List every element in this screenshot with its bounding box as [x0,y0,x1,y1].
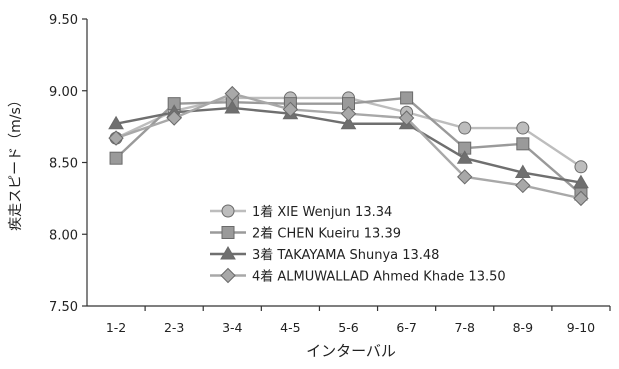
data-point [400,91,414,105]
legend-label: 4着 ALMUWALLAD Ahmed Khade 13.50 [252,269,506,285]
x-tick-label: 7-8 [455,320,475,335]
x-tick-label: 1-2 [106,320,126,335]
data-point [108,130,124,146]
data-point [574,160,588,174]
y-tick-labels: 7.50 8.00 8.50 9.00 9.50 [49,13,87,315]
x-tick-labels: 1-2 2-3 3-4 4-5 5-6 6-7 7-8 8-9 9-10 [106,306,611,335]
series-group [108,85,589,207]
data-point [458,121,472,135]
legend-marker [221,204,235,218]
legend-entry: 4着 ALMUWALLAD Ahmed Khade 13.50 [210,267,506,285]
data-point [516,137,530,151]
y-axis-label: 疾走スピード（m/s） [8,93,24,231]
legend: 1着 XIE Wenjun 13.34 2着 CHEN Kueiru 13.39 3… [210,204,506,285]
data-point [109,151,123,165]
y-tick-label: 8.50 [49,157,78,172]
x-tick-label: 5-6 [338,320,358,335]
data-point [573,174,589,189]
data-point [457,169,473,185]
data-point [224,99,241,114]
legend-entry: 3着 TAKAYAMA Shunya 13.48 [210,246,439,263]
x-tick-label: 3-4 [222,320,242,335]
data-point [514,164,531,179]
series-4 [108,85,589,207]
data-point [515,177,531,194]
data-point [224,85,240,102]
y-tick-label: 9.00 [49,85,78,100]
x-tick-label: 8-9 [513,320,533,335]
x-axis-label: インターバル [306,342,396,360]
data-point [282,101,299,118]
data-point [573,190,589,207]
x-tick-label: 6-7 [396,320,416,335]
y-tick-label: 7.50 [49,300,78,315]
data-point [398,110,415,126]
data-point [166,110,182,126]
y-tick-label: 8.00 [49,228,78,243]
legend-entry: 1着 XIE Wenjun 13.34 [210,204,392,220]
data-point [108,115,124,130]
legend-marker [220,267,236,284]
y-tick-label: 9.50 [49,13,78,28]
x-tick-label: 9-10 [567,320,595,335]
data-point [340,106,357,122]
data-point [516,121,530,135]
x-tick-label: 2-3 [164,320,184,335]
data-point [340,115,357,130]
data-point [456,150,473,164]
x-tick-label: 4-5 [280,320,300,335]
legend-label: 1着 XIE Wenjun 13.34 [252,204,392,220]
legend-marker [221,226,235,239]
legend-label: 2着 CHEN Kueiru 13.39 [252,226,401,242]
legend-entry: 2着 CHEN Kueiru 13.39 [210,226,401,242]
legend-label: 3着 TAKAYAMA Shunya 13.48 [252,247,439,263]
legend-marker [220,246,236,260]
